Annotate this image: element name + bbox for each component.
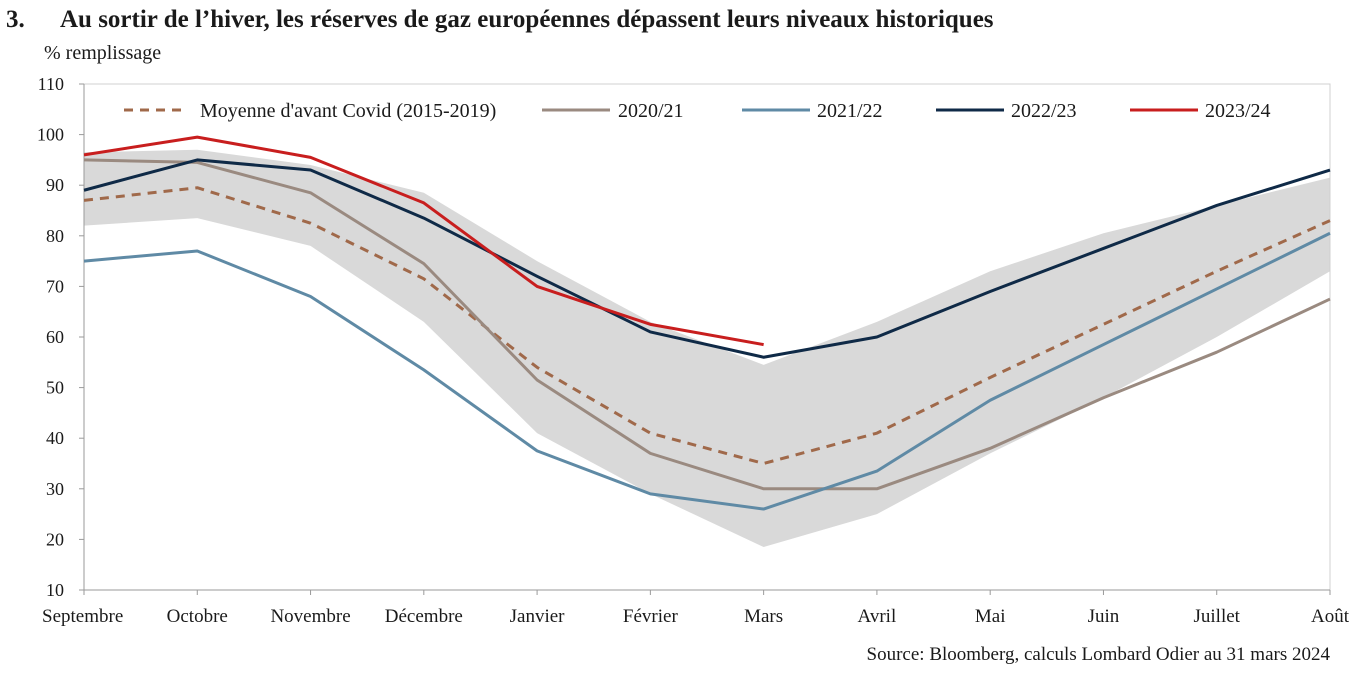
y-tick-label: 90: [46, 175, 64, 195]
y-tick-label: 50: [46, 378, 64, 398]
legend-item: 2020/21: [542, 100, 684, 122]
x-tick-label: Avril: [858, 606, 897, 627]
x-tick-label: Novembre: [270, 606, 350, 627]
x-tick-label: Mai: [975, 606, 1006, 627]
x-tick-label: Décembre: [385, 606, 463, 627]
x-tick-label: Septembre: [42, 606, 123, 627]
y-tick-label: 100: [37, 125, 64, 145]
y-tick-label: 30: [46, 479, 64, 499]
x-tick-label: Juin: [1088, 606, 1120, 627]
chart-title: Au sortir de l’hiver, les réserves de ga…: [60, 6, 994, 33]
series-line-pre-covid-average: [83, 186, 1331, 465]
legend-label: Moyenne d'avant Covid (2015-2019): [200, 100, 496, 122]
source-note: Source: Bloomberg, calculs Lombard Odier…: [866, 644, 1330, 665]
series-line-2020-21: [83, 158, 1331, 491]
x-tick-label: Janvier: [510, 606, 566, 627]
legend-item: 2023/24: [1130, 100, 1271, 122]
legend-label: 2023/24: [1205, 100, 1271, 122]
y-tick-label: 40: [46, 428, 64, 448]
legend-item: Moyenne d'avant Covid (2015-2019): [124, 100, 496, 122]
y-tick-label: 110: [38, 74, 64, 94]
y-tick-label: 70: [46, 276, 64, 296]
legend-item: 2022/23: [936, 100, 1077, 122]
series-line-2022-23: [83, 158, 1331, 359]
y-tick-label: 10: [46, 580, 64, 600]
x-tick-label: Février: [623, 606, 679, 627]
series-line-2023-24: [83, 135, 764, 347]
legend-label: 2020/21: [618, 100, 684, 122]
figure-number: 3.: [6, 6, 25, 33]
historical-range-band: [84, 149, 1330, 547]
y-tick-label: 20: [46, 529, 64, 549]
x-tick-label: Mars: [744, 606, 783, 627]
x-tick-label: Juillet: [1194, 606, 1241, 627]
x-tick-label: Octobre: [167, 606, 228, 627]
legend-label: 2022/23: [1011, 100, 1077, 122]
y-axis-label: % remplissage: [44, 42, 162, 64]
series-line-2021-22: [83, 231, 1331, 511]
x-tick-label: Août: [1311, 606, 1350, 627]
legend-item: 2021/22: [742, 100, 883, 122]
y-tick-label: 80: [46, 226, 64, 246]
legend-label: 2021/22: [817, 100, 883, 122]
y-tick-label: 60: [46, 327, 64, 347]
